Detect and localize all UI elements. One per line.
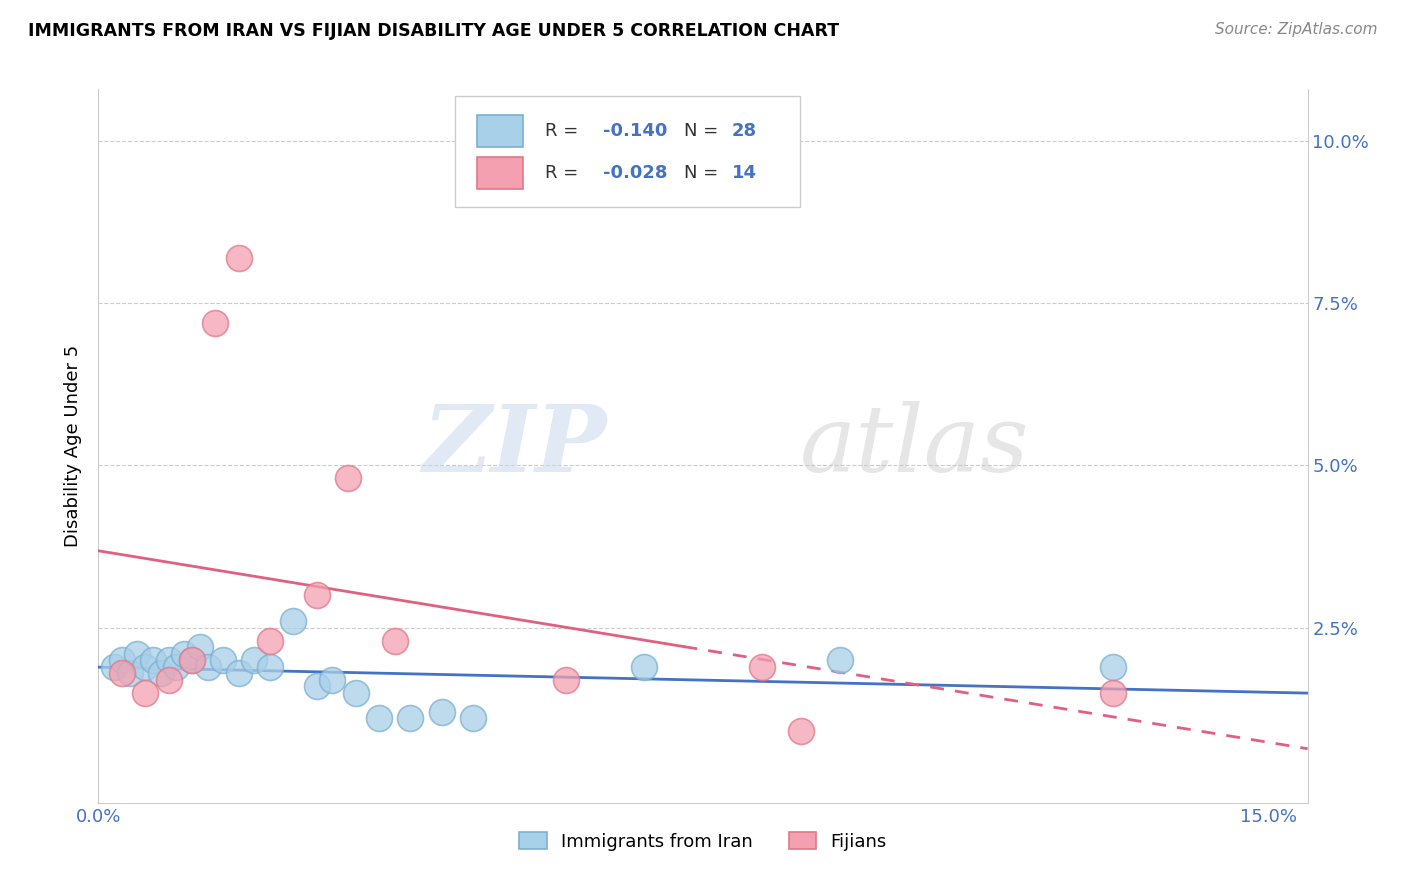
Text: 28: 28 (733, 121, 758, 139)
Text: R =: R = (544, 164, 583, 182)
Point (157, 653, 180, 667)
Point (173, 647, 195, 661)
Point (181, 653, 204, 667)
Point (118, 666, 141, 681)
Text: 14: 14 (733, 164, 756, 182)
Point (399, 711, 422, 725)
FancyBboxPatch shape (456, 96, 800, 207)
Point (259, 633, 281, 648)
Point (305, 588, 328, 602)
Point (461, 711, 484, 725)
Point (212, 653, 235, 667)
Point (1101, 685, 1123, 699)
Text: Source: ZipAtlas.com: Source: ZipAtlas.com (1215, 22, 1378, 37)
Text: R =: R = (544, 121, 583, 139)
Text: -0.140: -0.140 (603, 121, 666, 139)
Point (142, 653, 165, 667)
Point (633, 659, 655, 673)
Point (344, 685, 367, 699)
Point (384, 633, 406, 648)
Y-axis label: Disability Age Under 5: Disability Age Under 5 (65, 345, 83, 547)
Point (197, 659, 219, 673)
Point (111, 653, 134, 667)
Point (134, 685, 156, 699)
Point (134, 659, 156, 673)
Point (321, 673, 343, 687)
Point (243, 653, 266, 667)
Text: IMMIGRANTS FROM IRAN VS FIJIAN DISABILITY AGE UNDER 5 CORRELATION CHART: IMMIGRANTS FROM IRAN VS FIJIAN DISABILIT… (28, 22, 839, 40)
Point (111, 666, 134, 681)
Point (555, 673, 578, 687)
Point (305, 679, 328, 693)
Text: N =: N = (683, 121, 724, 139)
Point (789, 724, 811, 739)
Text: ZIP: ZIP (422, 401, 606, 491)
Bar (477, 157, 523, 189)
Point (259, 659, 281, 673)
Text: N =: N = (683, 164, 724, 182)
Text: -0.028: -0.028 (603, 164, 666, 182)
Point (828, 653, 851, 667)
Point (204, 316, 226, 330)
Legend: Immigrants from Iran, Fijians: Immigrants from Iran, Fijians (512, 825, 894, 858)
Point (188, 640, 211, 654)
Point (1101, 659, 1123, 673)
Point (430, 705, 453, 719)
Text: atlas: atlas (800, 401, 1029, 491)
Point (103, 659, 125, 673)
Point (368, 711, 391, 725)
Point (181, 653, 204, 667)
Point (751, 659, 773, 673)
Bar (477, 114, 523, 146)
Point (149, 666, 172, 681)
Point (157, 673, 180, 687)
Point (127, 647, 149, 661)
Point (283, 614, 305, 628)
Point (228, 251, 250, 265)
Point (337, 471, 360, 485)
Point (165, 659, 187, 673)
Point (228, 666, 250, 681)
